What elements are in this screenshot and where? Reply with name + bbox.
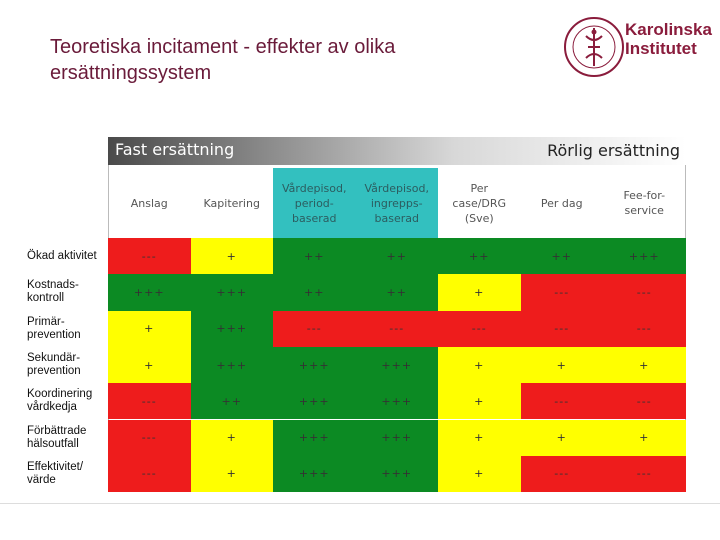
rating-cell: ++	[438, 238, 521, 275]
rating-cell: ---	[273, 310, 356, 347]
rating-cell: +++	[108, 274, 191, 311]
rating-cell: +	[438, 455, 521, 493]
rating-cell: ++	[355, 238, 438, 275]
rating-cell: +++	[190, 310, 273, 347]
column-header: Anslag	[130, 196, 168, 210]
rating-cell: +++	[273, 419, 356, 456]
footer-divider	[0, 503, 720, 504]
row-label: Primär-prevention	[27, 315, 81, 341]
karolinska-seal-logo	[564, 17, 624, 77]
rating-cell: +	[438, 274, 521, 311]
rating-cell: +	[603, 419, 686, 456]
rating-cell: +++	[190, 346, 273, 384]
column-header: Kapitering	[203, 196, 260, 210]
rating-cell: ++	[520, 238, 603, 275]
rating-cell: +++	[603, 238, 686, 275]
banner-variable-label: Rörlig ersättning	[547, 141, 680, 160]
rating-cell: +	[190, 419, 273, 456]
rating-cell: +	[520, 346, 603, 384]
logo-wordmark: Karolinska Institutet	[625, 20, 712, 58]
rating-cell: ++	[273, 238, 356, 275]
logo-line-2: Institutet	[625, 39, 697, 58]
rating-cell: +++	[273, 455, 356, 493]
banner-fixed-label: Fast ersättning	[115, 140, 235, 159]
row-label: Effektivitet/ värde	[27, 460, 84, 486]
rating-cell: ---	[603, 383, 686, 420]
rating-cell: ---	[108, 419, 191, 456]
rating-cell: ---	[520, 455, 603, 493]
column-header: Per dag	[540, 196, 583, 210]
column-header: Per case/DRG (Sve)	[452, 181, 507, 225]
rating-cell: +++	[355, 455, 438, 493]
row-label: Förbättrade hälsoutfall	[27, 424, 87, 450]
rating-cell: ---	[108, 238, 191, 275]
rating-cell: ---	[603, 274, 686, 311]
rating-cell: ---	[603, 455, 686, 493]
column-header: Vårdepisod, ingrepps-baserad	[355, 168, 438, 238]
rating-cell: +++	[273, 383, 356, 420]
column-header: Fee-for-service	[623, 189, 666, 217]
rating-cell: +	[438, 383, 521, 420]
rating-cell: +	[438, 346, 521, 384]
rating-cell: ---	[355, 310, 438, 347]
rating-cell: +	[190, 455, 273, 493]
slide-title: Teoretiska incitament - effekter av olik…	[50, 36, 396, 84]
rating-cell: ---	[438, 310, 521, 347]
logo-line-1: Karolinska	[625, 20, 712, 39]
rating-cell: ++	[355, 274, 438, 311]
column-header: Vårdepisod, period-baserad	[273, 168, 356, 238]
row-label: Koordinering vårdkedja	[27, 388, 93, 414]
rating-cell: +++	[355, 346, 438, 384]
rating-cell: ++	[190, 383, 273, 420]
rating-cell: +	[520, 419, 603, 456]
row-label: Kostnads-kontroll	[27, 279, 79, 305]
rating-cell: +++	[355, 419, 438, 456]
rating-cell: ---	[108, 383, 191, 420]
rating-cell: +	[438, 419, 521, 456]
rating-cell: ---	[520, 383, 603, 420]
rating-cell: ---	[520, 274, 603, 311]
rating-cell: +++	[273, 346, 356, 384]
rating-cell: +	[108, 346, 191, 384]
rating-cell: +++	[355, 383, 438, 420]
row-label: Sekundär-prevention	[27, 352, 81, 378]
rating-cell: ---	[520, 310, 603, 347]
payment-type-banner	[108, 137, 686, 165]
row-label: Ökad aktivitet	[27, 249, 97, 262]
rating-cell: ++	[273, 274, 356, 311]
rating-cell: +	[108, 310, 191, 347]
rating-cell: +	[190, 238, 273, 275]
rating-cell: +	[603, 346, 686, 384]
rating-cell: ---	[603, 310, 686, 347]
rating-cell: ---	[108, 455, 191, 493]
rating-cell: +++	[190, 274, 273, 311]
